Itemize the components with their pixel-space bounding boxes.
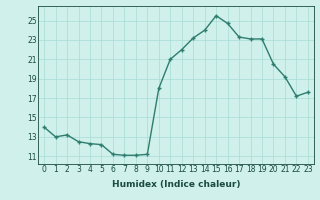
- X-axis label: Humidex (Indice chaleur): Humidex (Indice chaleur): [112, 180, 240, 189]
